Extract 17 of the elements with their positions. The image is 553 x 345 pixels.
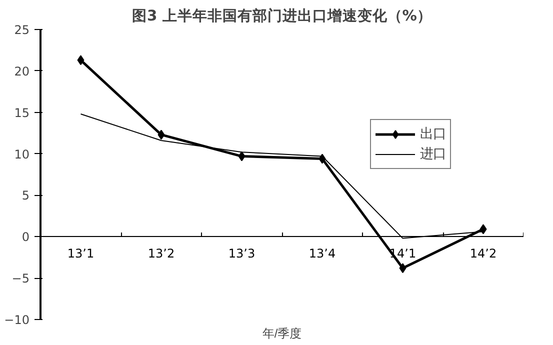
y-tick-label: 15: [14, 106, 30, 120]
y-tick-label: −10: [4, 313, 30, 327]
y-tick-label: −5: [12, 272, 30, 286]
y-tick-label: 20: [14, 64, 30, 78]
x-axis-title: 年/季度: [262, 326, 302, 340]
y-tick-label: 25: [14, 23, 30, 37]
y-tick-label: 0: [22, 230, 30, 244]
chart-title: 图3 上半年非国有部门进出口增速变化（%）: [132, 6, 432, 24]
x-tick-label: 13’1: [67, 246, 94, 261]
legend-label: 进口: [420, 145, 446, 163]
x-tick-label: 13’4: [308, 246, 336, 261]
y-tick-label: 10: [14, 147, 30, 162]
legend-label: 出口: [420, 125, 446, 143]
x-tick-label: 14’2: [470, 246, 497, 261]
y-tick-label: 5: [22, 188, 30, 203]
x-tick-label: 13’3: [228, 246, 256, 261]
x-tick-label: 13’2: [148, 246, 175, 261]
